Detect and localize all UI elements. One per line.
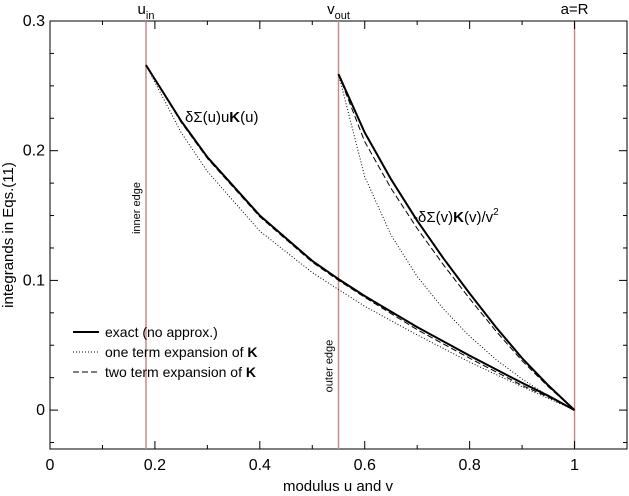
annotation-v-prefix: -δΣ(v) [413,209,453,226]
annotation-u-suffix: (u) [240,109,258,126]
annotation-v-bold: K [453,209,464,226]
x-tick-label: 0.6 [354,457,376,474]
axis-tick-labels: 0 0.2 0.4 0.6 0.8 1 0 0.1 0.2 0.3 [23,13,579,474]
y-axis-title: integrands in Eqs.(11) [0,162,17,308]
legend-label-bold: K [246,364,256,380]
legend-label-dashed: two term expansion of K [105,364,256,380]
top-label-main-0: u [138,1,146,18]
series-line-solid-v [337,73,576,411]
x-tick-label: 0.2 [144,457,166,474]
legend-label-text: exact (no approx.) [105,324,218,340]
x-tick-label: 1 [570,457,579,474]
vertical-line-top-label-1: vout [327,1,350,22]
legend-label-text: two term expansion of [105,364,246,380]
x-tick-label: 0 [46,457,55,474]
x-tick-label: 0.8 [459,457,481,474]
y-tick-label: 0.2 [23,143,45,160]
annotation-v-curve: -δΣ(v)K(v)/v2 [413,207,499,226]
series-line-dotted-u [145,64,575,411]
edge-label-1: outer edge [324,340,336,393]
top-label-sub-0: in [146,10,155,22]
y-tick-label: 0.3 [23,13,45,30]
legend-label-bold: K [247,344,257,360]
vertical-line-top-label-2: a=R [561,1,589,18]
legend-label-dotted: one term expansion of K [105,344,258,360]
edge-label-0: inner edge [131,182,143,234]
x-axis-title: modulus u and v [283,478,394,495]
y-tick-label: 0 [36,402,45,419]
annotation-u-prefix: δΣ(u)u [185,109,229,126]
legend-label-text: one term expansion of [105,344,247,360]
legend-label-solid: exact (no approx.) [105,324,218,340]
x-tick-label: 0.4 [249,457,271,474]
top-label-main-1: v [327,1,335,18]
side-label-bg-1 [322,326,337,406]
vertical-line-top-label-0: uin [138,1,155,22]
side-label-bg-0 [129,168,144,248]
series-layer [145,64,576,411]
annotation-v-suffix: (v)/v [464,209,494,226]
series-line-dashed-v [338,74,575,411]
axis-ticks [49,20,628,449]
series-line-dashed-u [145,64,575,411]
series-line-solid-u [145,64,575,411]
top-label-main-2: a=R [561,1,589,18]
series-line-dotted-v [338,74,575,411]
y-tick-label: 0.1 [23,272,45,289]
annotation-v-sup: 2 [493,207,499,218]
annotation-u-bold: K [229,109,240,126]
top-label-sub-1: out [335,10,350,22]
annotation-u-curve: δΣ(u)uK(u) [185,109,258,126]
legend: exact (no approx.) one term expansion of … [73,324,258,380]
vertical-reference-lines: uin inner edge vout outer edge a=R [129,1,589,449]
